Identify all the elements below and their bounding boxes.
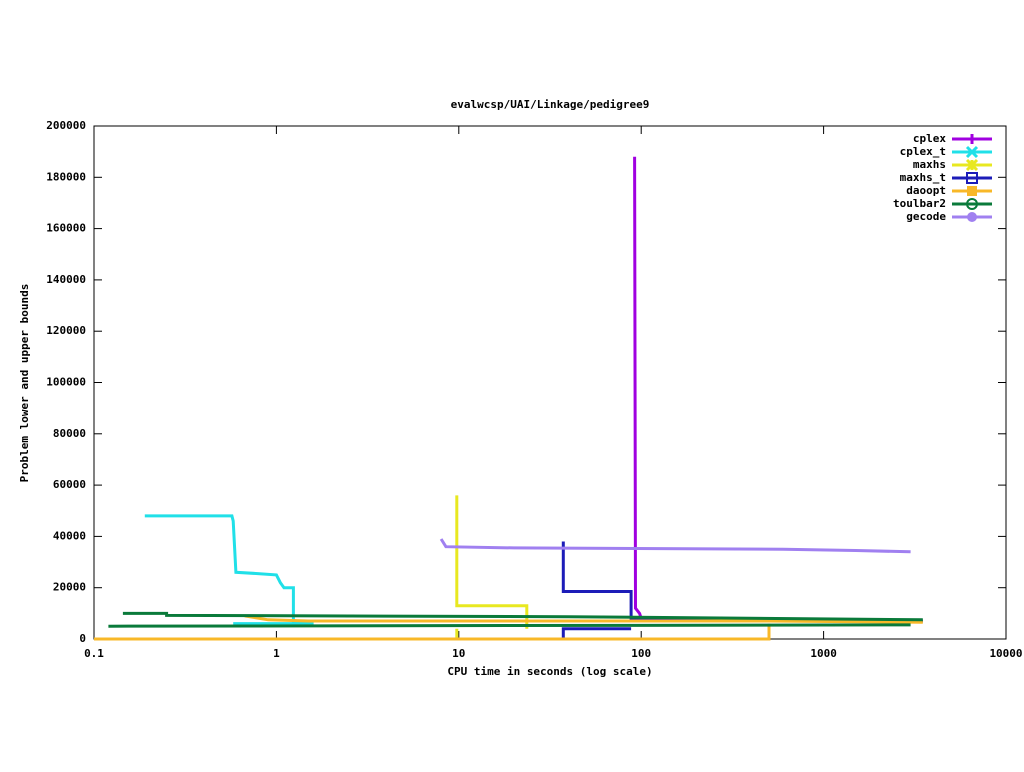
chart-title: evalwcsp/UAI/Linkage/pedigree9 — [451, 98, 650, 111]
legend-label: cplex_t — [900, 145, 946, 158]
y-tick-label: 40000 — [53, 529, 86, 542]
x-tick-label: 100 — [631, 647, 651, 660]
y-tick-label: 120000 — [46, 324, 86, 337]
legend-label: toulbar2 — [893, 197, 946, 210]
series-line — [439, 538, 911, 554]
series-line — [108, 611, 923, 628]
x-tick-label: 10 — [452, 647, 465, 660]
y-tick-label: 180000 — [46, 170, 86, 183]
legend-marker — [966, 172, 978, 184]
y-axis-label: Problem lower and upper bounds — [18, 284, 31, 483]
y-tick-label: 20000 — [53, 581, 86, 594]
series-line — [144, 514, 387, 626]
legend-label: maxhs_t — [900, 171, 946, 184]
y-tick-label: 0 — [79, 632, 86, 645]
legend-marker — [967, 134, 977, 144]
legend-label: maxhs — [913, 158, 946, 171]
y-tick-label: 140000 — [46, 273, 86, 286]
y-tick-label: 200000 — [46, 119, 86, 132]
legend-label: daoopt — [906, 184, 946, 197]
x-axis-label: CPU time in seconds (log scale) — [447, 665, 652, 678]
y-tick-label: 160000 — [46, 222, 86, 235]
legend-marker — [967, 186, 977, 196]
series-line — [94, 614, 923, 641]
legend-marker — [966, 198, 978, 210]
y-tick-label: 80000 — [53, 427, 86, 440]
plot-frame — [93, 125, 1007, 640]
x-tick-label: 1000 — [810, 647, 837, 660]
x-tick-label: 0.1 — [84, 647, 104, 660]
legend-label: cplex — [913, 132, 946, 145]
legend-marker — [967, 212, 977, 222]
legend-marker — [965, 158, 979, 172]
x-tick-label: 10000 — [989, 647, 1022, 660]
legend-marker — [965, 145, 979, 159]
y-tick-label: 60000 — [53, 478, 86, 491]
y-tick-label: 100000 — [46, 376, 86, 389]
legend-label: gecode — [906, 210, 946, 223]
x-tick-label: 1 — [273, 647, 280, 660]
